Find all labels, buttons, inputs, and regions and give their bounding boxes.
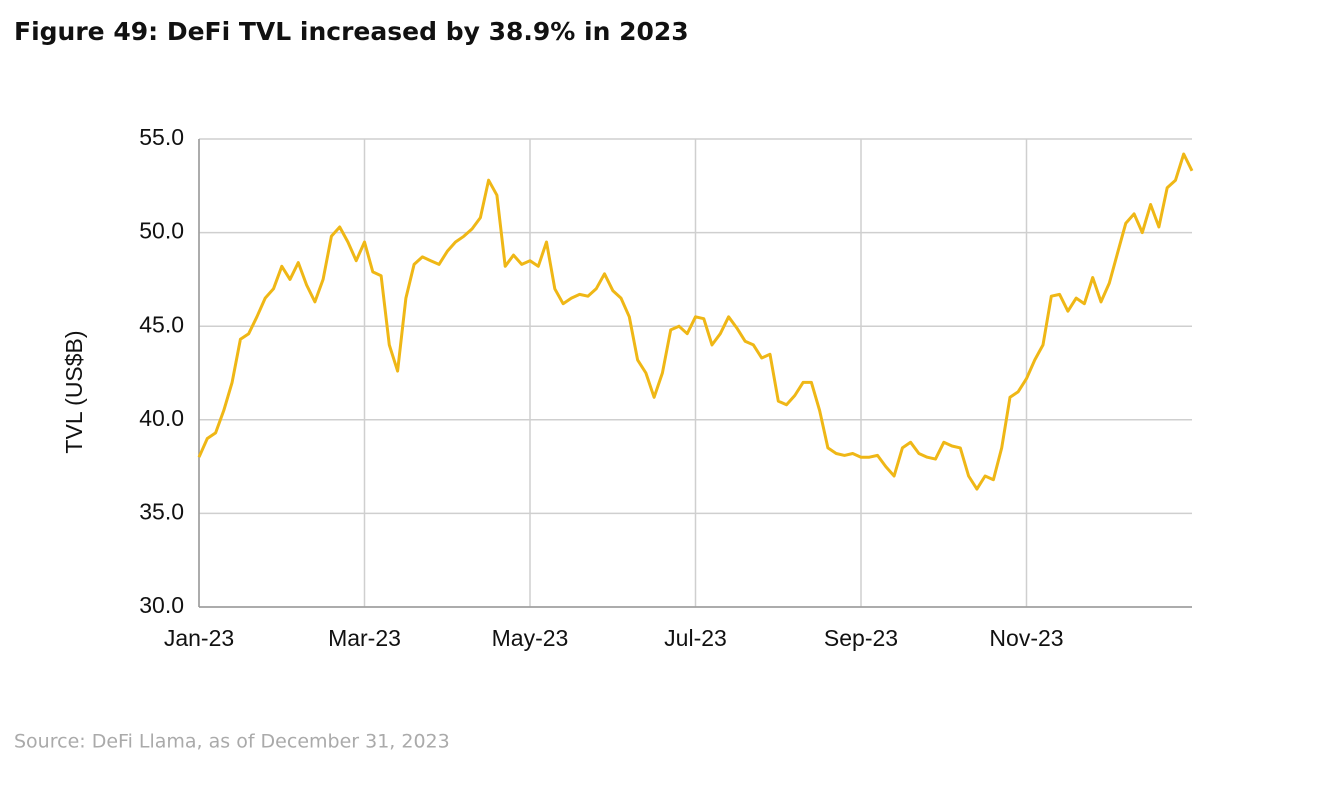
y-tick-label: 35.0 xyxy=(139,498,184,524)
y-axis-title: TVL (US$B) xyxy=(61,330,87,453)
y-tick-label: 50.0 xyxy=(139,218,184,244)
y-tick-label: 40.0 xyxy=(139,405,184,431)
y-tick-label: 30.0 xyxy=(139,592,184,618)
x-tick-label: Mar-23 xyxy=(328,625,401,651)
x-tick-label: Jan-23 xyxy=(164,625,234,651)
data-line xyxy=(197,152,1194,491)
y-tick-label: 55.0 xyxy=(139,124,184,150)
x-tick-label: Nov-23 xyxy=(989,625,1063,651)
x-tick-label: May-23 xyxy=(492,625,569,651)
chart-title: Figure 49: DeFi TVL increased by 38.9% i… xyxy=(14,17,689,46)
x-tick-label: Jul-23 xyxy=(664,625,727,651)
y-tick-label: 45.0 xyxy=(139,311,184,337)
source-note: Source: DeFi Llama, as of December 31, 2… xyxy=(14,731,450,753)
x-tick-label: Sep-23 xyxy=(824,625,898,651)
